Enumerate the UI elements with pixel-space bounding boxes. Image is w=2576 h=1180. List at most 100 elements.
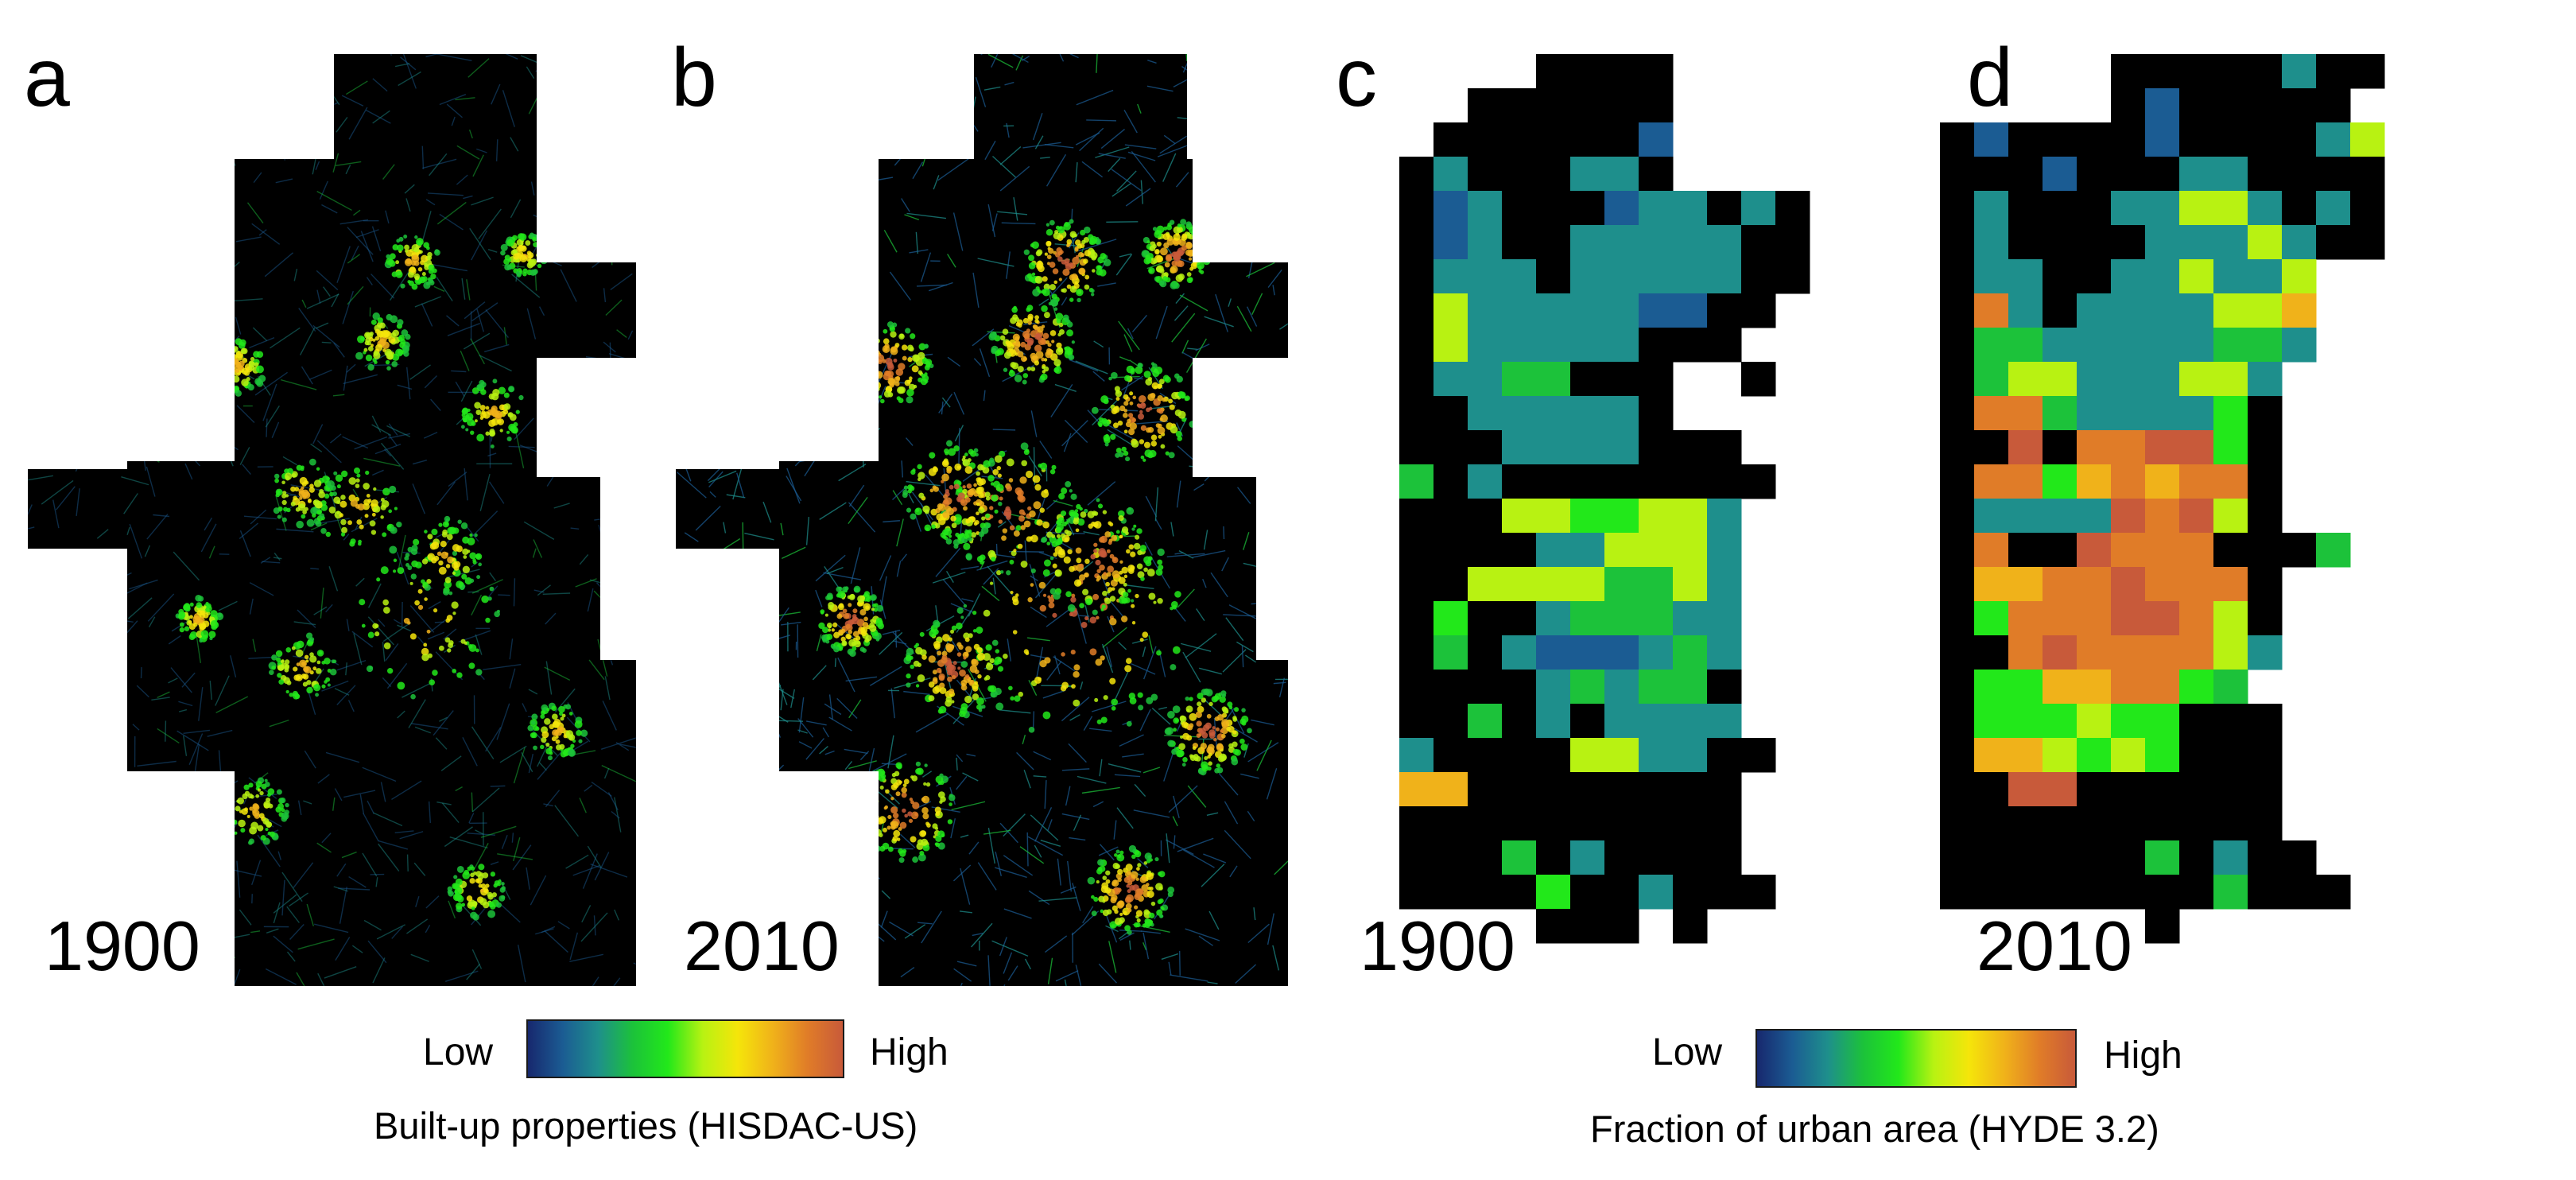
road-segment [1137,858,1149,868]
builtup-dot [358,541,362,546]
road-segment [127,597,153,619]
road-segment [787,173,813,188]
road-segment [173,551,200,581]
grid-cell [1502,567,1537,602]
road-segment [404,184,415,194]
builtup-dot [424,530,428,534]
builtup-dot [1140,455,1145,460]
builtup-dot [1096,575,1102,580]
builtup-dot [248,838,254,844]
road-segment [277,851,281,860]
road-segment [1114,774,1141,778]
builtup-dot [480,883,487,889]
road-segment [847,842,866,864]
builtup-dot [890,797,894,801]
road-segment [122,897,149,901]
builtup-dot [938,673,945,681]
builtup-dot [880,398,885,404]
road-segment [844,760,853,770]
builtup-dot [1093,896,1099,902]
road-segment [848,496,868,525]
road-segment [828,200,846,219]
road-segment [852,71,868,96]
builtup-dot [302,673,309,680]
builtup-dot [470,872,475,878]
builtup-dot [919,850,925,856]
grid-cell [1604,567,1639,602]
builtup-dot [1049,556,1054,561]
builtup-dot [1205,257,1211,264]
road-segment [1207,981,1218,984]
builtup-dot [546,708,550,712]
builtup-dot [1133,524,1137,528]
region-block [529,262,636,358]
builtup-dot [941,534,947,539]
builtup-dot [1156,909,1163,916]
road-segment [1123,584,1154,590]
road-segment [1061,420,1088,447]
builtup-dot [940,780,945,785]
road-segment [852,805,859,834]
builtup-dot [537,250,543,257]
road-segment [1198,667,1222,675]
road-segment [32,433,70,439]
road-segment [225,121,243,140]
builtup-dot [327,683,331,687]
builtup-dot [932,686,940,694]
builtup-dot [1065,591,1072,597]
road-segment [1046,607,1071,627]
road-segment [594,852,610,881]
road-segment [346,363,356,373]
builtup-dot [997,473,1002,478]
builtup-dot [1042,370,1046,374]
road-segment [1225,617,1244,642]
builtup-dot [871,834,877,840]
road-segment [750,882,765,899]
road-segment [254,371,288,396]
builtup-dot [1160,444,1166,449]
road-segment [999,709,1031,714]
road-segment [755,54,773,58]
road-segment [466,963,481,980]
road-segment [941,397,951,408]
builtup-dot [315,520,322,527]
road-segment [71,264,104,289]
grid-cell [1741,225,1776,260]
road-segment [838,464,867,482]
road-segment [115,834,143,860]
road-segment [1047,819,1053,832]
road-segment [460,350,470,371]
builtup-dot [1156,241,1162,247]
road-segment [1108,941,1117,973]
builtup-dot [921,838,929,846]
road-segment [28,695,53,724]
builtup-dot [433,608,438,613]
builtup-dot [1007,343,1014,351]
builtup-dot [359,599,366,606]
builtup-dot [390,526,398,534]
road-segment [725,316,745,342]
road-segment [852,856,881,880]
builtup-dot [1193,240,1200,246]
road-segment [448,472,467,487]
road-segment [264,57,282,68]
road-segment [889,921,914,937]
road-segment [1104,422,1136,441]
road-segment [971,922,993,948]
builtup-dot [863,810,871,818]
builtup-dot [859,334,865,339]
road-segment [93,662,117,683]
builtup-dot [1232,741,1238,747]
builtup-dot [1136,563,1143,570]
road-segment [1140,180,1143,204]
road-segment [351,631,374,648]
grid-cell [1399,499,1434,534]
builtup-dot [1018,515,1025,522]
road-segment [129,579,158,590]
builtup-dot [1104,442,1109,447]
road-segment [612,491,633,521]
road-segment [1211,382,1215,412]
road-segment [720,206,734,235]
builtup-dot [1049,330,1057,336]
builtup-dot [870,798,876,805]
